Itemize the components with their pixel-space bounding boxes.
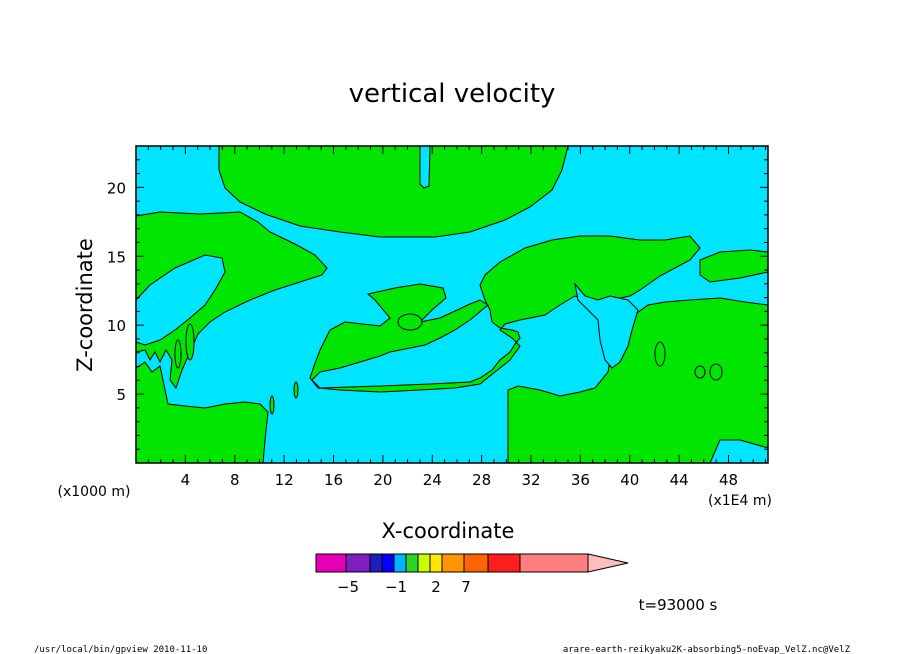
x-tick-label: 16 <box>324 471 343 489</box>
colorbar-segment <box>369 553 383 573</box>
positive-region-lower-left <box>136 361 269 463</box>
colorbar-segment <box>417 553 431 573</box>
colorbar-labels: −5 −1 2 7 <box>337 578 471 596</box>
positive-cell-d <box>709 363 723 381</box>
positive-region-center <box>309 235 701 393</box>
positive-cell-e <box>694 365 706 379</box>
y-axis-label: Z-coordinate <box>73 238 97 372</box>
y-unit-label: (x1000 m) <box>58 484 131 500</box>
positive-region-upper-left <box>136 211 328 390</box>
y-tick-label: 5 <box>116 386 126 404</box>
positive-cell-g <box>293 381 299 399</box>
colorbar-segment <box>519 553 589 573</box>
x-tick-label: 8 <box>230 471 240 489</box>
colorbar-label: −5 <box>337 578 359 596</box>
x-tick-label: 4 <box>181 471 191 489</box>
x-tick-label: 24 <box>423 471 442 489</box>
y-tick-labels: 5 10 15 20 <box>107 179 126 404</box>
colorbar-segment <box>429 553 443 573</box>
time-label: t=93000 s <box>639 596 718 614</box>
x-tick-label: 20 <box>373 471 392 489</box>
negative-pocket-right <box>574 282 639 369</box>
colorbar-segment <box>441 553 465 573</box>
x-tick-label: 32 <box>521 471 540 489</box>
footer-left: /usr/local/bin/gpview 2010-11-10 <box>34 645 207 654</box>
x-tick-label: 40 <box>620 471 639 489</box>
negative-velocity-pockets <box>136 146 768 463</box>
positive-cell-h <box>269 395 275 415</box>
x-tick-label: 28 <box>472 471 491 489</box>
positive-cell-a <box>397 313 423 331</box>
colorbar-segment <box>345 553 371 573</box>
colorbar-segment <box>487 553 521 573</box>
positive-cell-c <box>174 339 182 369</box>
y-tick-label: 20 <box>107 179 126 197</box>
colorbar-segment <box>405 553 419 573</box>
colorbar-arrow <box>587 553 629 573</box>
colorbar-label: 2 <box>431 578 441 596</box>
negative-pocket-right-edge <box>709 439 768 463</box>
x-tick-label: 12 <box>275 471 294 489</box>
colorbar-label: −1 <box>385 578 407 596</box>
colorbar-segment <box>393 553 407 573</box>
colorbar-segment <box>381 553 395 573</box>
y-tick-label: 10 <box>107 317 126 335</box>
negative-pocket-top <box>419 146 431 189</box>
plot-frame <box>135 145 769 464</box>
colorbar-segment <box>315 553 347 573</box>
x-tick-label: 44 <box>670 471 689 489</box>
axis-ticks <box>136 146 768 463</box>
positive-region-upper-right <box>699 249 768 283</box>
positive-cell-b <box>185 323 195 361</box>
colorbar <box>315 553 629 573</box>
plot-area <box>135 145 769 464</box>
footer-right: arare-earth-reikyaku2K-absorbing5-noEvap… <box>563 645 851 654</box>
positive-region-top <box>218 146 569 238</box>
positive-velocity-regions <box>136 146 768 463</box>
x-tick-label: 36 <box>571 471 590 489</box>
x-unit-label: (x1E4 m) <box>708 493 772 509</box>
negative-pocket-left <box>136 254 226 346</box>
y-tick-label: 15 <box>107 248 126 266</box>
x-tick-labels: 4 8 12 16 20 24 28 32 36 40 44 48 <box>181 471 738 489</box>
x-tick-label: 48 <box>719 471 738 489</box>
colorbar-label: 7 <box>461 578 471 596</box>
positive-cell-f <box>654 341 666 367</box>
chart-title: vertical velocity <box>349 79 556 109</box>
x-axis-label: X-coordinate <box>382 519 515 543</box>
colorbar-segment <box>463 553 489 573</box>
